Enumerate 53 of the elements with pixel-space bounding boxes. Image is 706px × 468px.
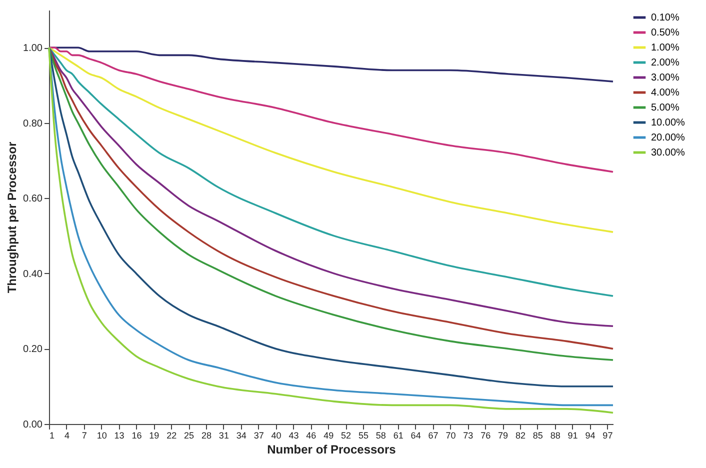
legend-label: 1.00% xyxy=(651,42,680,54)
x-tick-label: 91 xyxy=(568,430,578,440)
x-tick-label: 61 xyxy=(393,430,404,440)
x-tick-label: 43 xyxy=(288,430,299,440)
x-tick-label: 76 xyxy=(480,430,491,440)
x-tick-label: 85 xyxy=(532,430,543,440)
x-tick-label: 97 xyxy=(602,430,613,440)
x-tick-label: 25 xyxy=(184,430,194,440)
x-tick-label: 31 xyxy=(218,430,229,440)
legend-label: 5.00% xyxy=(651,102,680,114)
x-axis-title: Number of Processors xyxy=(267,442,396,456)
x-tick-label: 34 xyxy=(236,430,246,440)
y-tick-label: 0.00 xyxy=(23,420,43,430)
x-tick-label: 88 xyxy=(550,430,560,440)
legend-label: 0.50% xyxy=(651,28,680,38)
y-tick-label: 0.60 xyxy=(23,194,43,205)
x-tick-label: 73 xyxy=(463,430,474,440)
x-tick-label: 4 xyxy=(64,430,70,440)
x-tick-label: 58 xyxy=(376,430,386,440)
x-tick-label: 22 xyxy=(166,430,177,440)
x-tick-label: 82 xyxy=(515,430,526,440)
x-tick-label: 67 xyxy=(428,430,438,440)
x-tick-label: 46 xyxy=(306,430,316,440)
x-tick-label: 40 xyxy=(271,430,282,440)
legend-label: 0.10% xyxy=(651,12,680,24)
x-tick-label: 79 xyxy=(498,430,508,440)
y-tick-label: 1.00 xyxy=(23,43,43,54)
x-tick-label: 37 xyxy=(254,430,264,440)
x-tick-label: 13 xyxy=(114,430,124,440)
legend-label: 10.00% xyxy=(651,118,686,128)
x-tick-label: 28 xyxy=(201,430,212,440)
x-tick-label: 70 xyxy=(446,430,456,440)
legend-label: 20.00% xyxy=(651,132,686,144)
x-tick-label: 52 xyxy=(341,430,352,440)
line-series xyxy=(48,46,614,173)
legend-label: 30.00% xyxy=(651,148,686,158)
x-tick-label: 1 xyxy=(50,430,55,440)
x-tick-label: 19 xyxy=(149,430,160,440)
x-tick-label: 94 xyxy=(585,430,596,440)
y-axis-title: Throughput per Processor xyxy=(5,142,20,294)
x-tick-label: 55 xyxy=(358,430,368,440)
x-tick-label: 16 xyxy=(132,430,142,440)
legend-label: 2.00% xyxy=(651,58,680,68)
y-tick-label: 0.20 xyxy=(23,344,43,356)
x-tick-label: 10 xyxy=(96,430,107,440)
x-tick-label: 7 xyxy=(82,430,87,440)
y-tick-label: 0.40 xyxy=(23,268,43,280)
legend-label: 3.00% xyxy=(651,72,680,84)
x-tick-label: 64 xyxy=(410,430,421,440)
x-tick-label: 49 xyxy=(324,430,334,440)
legend-label: 4.00% xyxy=(651,88,680,98)
y-tick-label: 0.80 xyxy=(23,118,43,130)
line-series xyxy=(48,46,614,233)
